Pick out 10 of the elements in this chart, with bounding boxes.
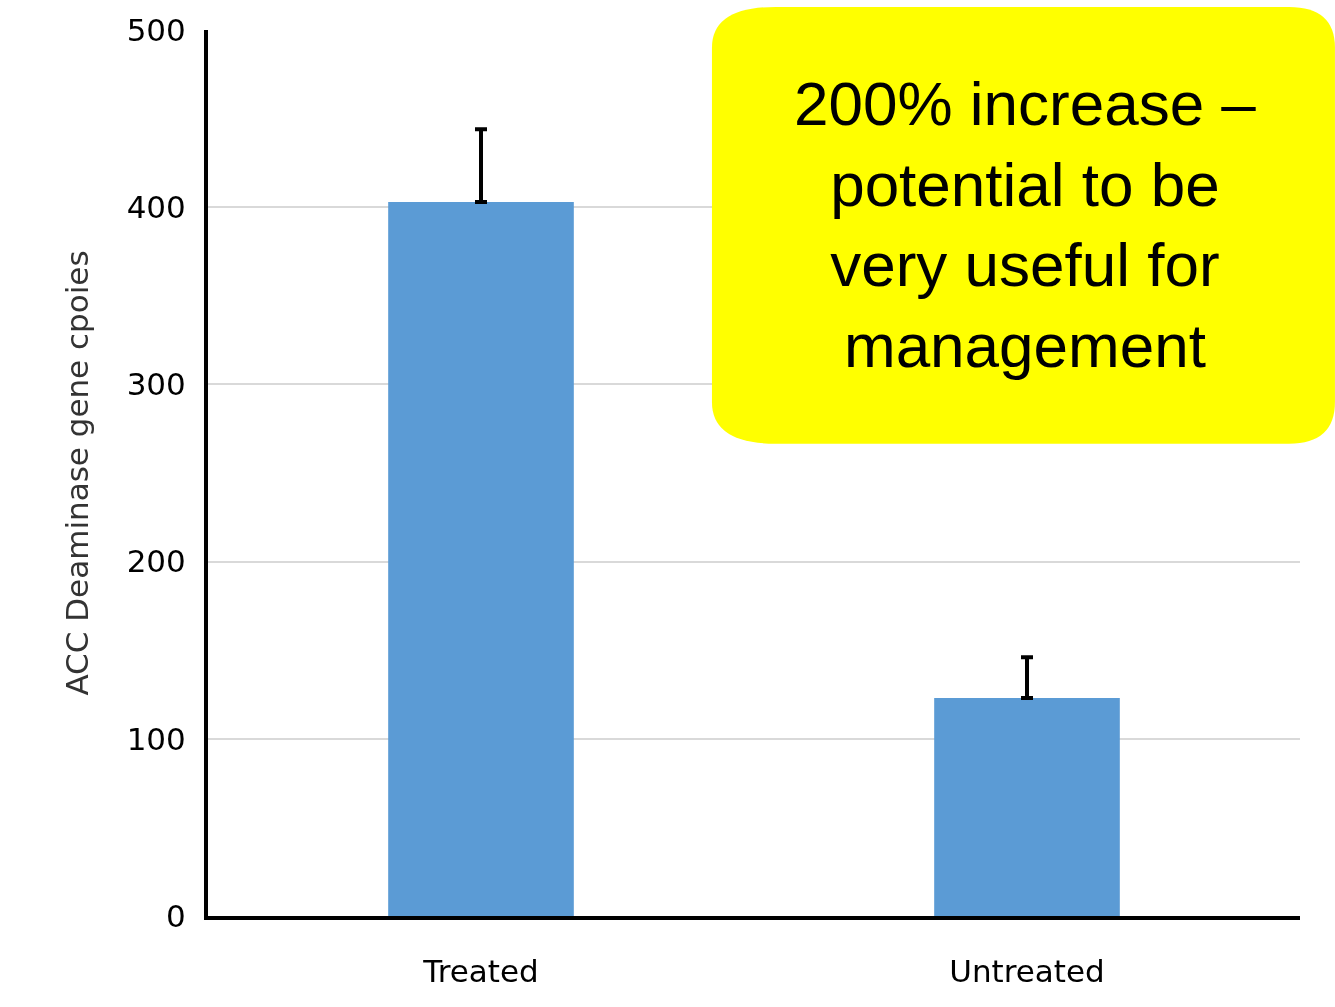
y-tick-label: 500 [126, 11, 186, 48]
y-tick-label: 200 [126, 543, 186, 580]
x-tick-label: Treated [422, 953, 539, 990]
y-tick-label: 300 [126, 366, 186, 403]
annotation: 200% increase – potential to be very useful for management [794, 69, 1257, 380]
y-tick-label: 100 [126, 720, 186, 757]
x-tick-label: Untreated [949, 953, 1105, 990]
y-axis-title: ACC Deaminase gene cpoies [58, 250, 95, 696]
y-tick-label: 0 [166, 897, 186, 934]
y-tick-label: 400 [126, 189, 186, 226]
